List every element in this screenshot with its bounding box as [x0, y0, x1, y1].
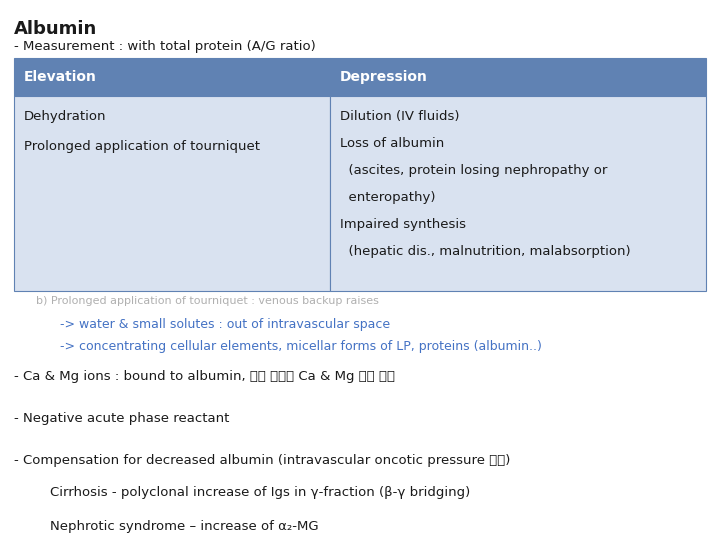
Text: enteropathy): enteropathy)	[340, 191, 436, 204]
Text: Prolonged application of tourniquet: Prolonged application of tourniquet	[24, 140, 260, 153]
Bar	[330, 96, 706, 291]
Text: - Compensation for decreased albumin (intravascular oncotic pressure 유지): - Compensation for decreased albumin (in…	[14, 454, 510, 467]
Text: Elevation: Elevation	[24, 70, 97, 84]
Text: b) Prolonged application of tourniquet : venous backup raises: b) Prolonged application of tourniquet :…	[36, 296, 379, 306]
Text: Depression: Depression	[340, 70, 428, 84]
Bar	[14, 58, 330, 96]
Text: - Ca & Mg ions : bound to albumin, 농도 저하시 Ca & Mg 농도 저하: - Ca & Mg ions : bound to albumin, 농도 저하…	[14, 370, 395, 383]
Text: Dehydration: Dehydration	[24, 110, 107, 123]
Text: Loss of albumin: Loss of albumin	[340, 137, 444, 150]
Text: -> concentrating cellular elements, micellar forms of LP, proteins (albumin..): -> concentrating cellular elements, mice…	[60, 340, 542, 353]
Text: (ascites, protein losing nephropathy or: (ascites, protein losing nephropathy or	[340, 164, 608, 177]
Text: - Negative acute phase reactant: - Negative acute phase reactant	[14, 412, 230, 425]
Text: Dilution (IV fluids): Dilution (IV fluids)	[340, 110, 459, 123]
Text: -> water & small solutes : out of intravascular space: -> water & small solutes : out of intrav…	[60, 318, 390, 331]
Text: (hepatic dis., malnutrition, malabsorption): (hepatic dis., malnutrition, malabsorpti…	[340, 245, 631, 258]
Bar	[330, 58, 706, 96]
Bar	[14, 96, 330, 291]
Text: Nephrotic syndrome – increase of α₂-MG: Nephrotic syndrome – increase of α₂-MG	[50, 520, 319, 533]
Text: Impaired synthesis: Impaired synthesis	[340, 218, 466, 231]
Text: - Measurement : with total protein (A/G ratio): - Measurement : with total protein (A/G …	[14, 40, 316, 53]
Text: Cirrhosis - polyclonal increase of Igs in γ-fraction (β-γ bridging): Cirrhosis - polyclonal increase of Igs i…	[50, 486, 470, 499]
Text: Albumin: Albumin	[14, 20, 97, 38]
